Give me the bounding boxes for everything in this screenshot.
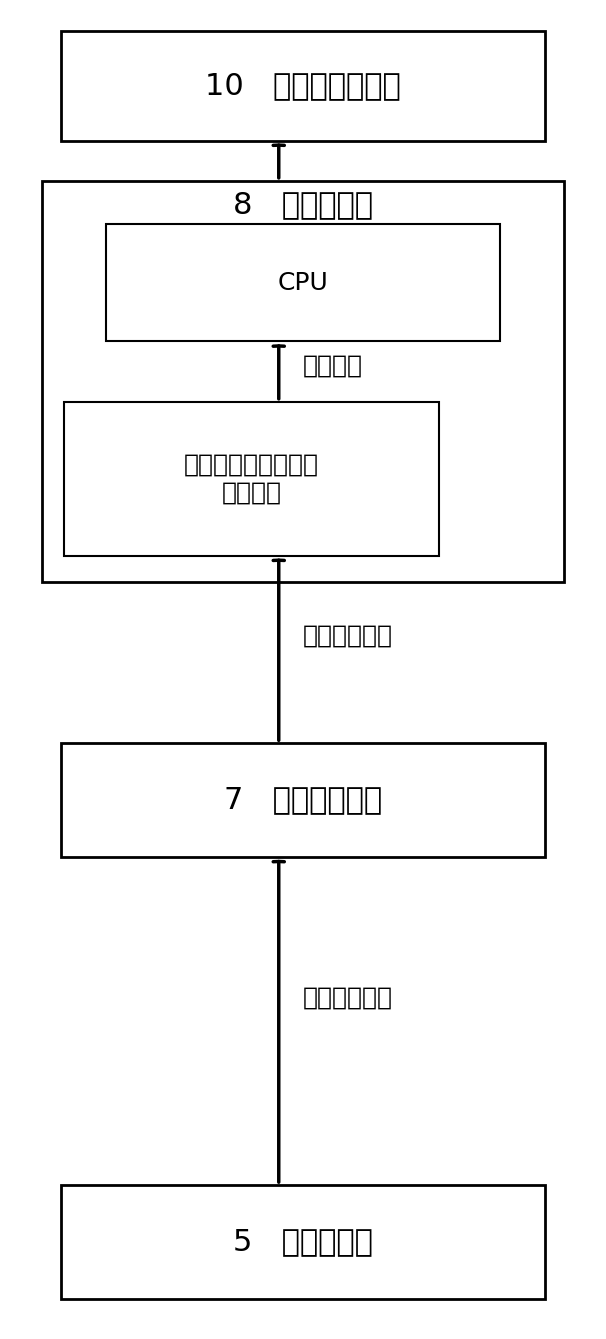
Text: 数字信号: 数字信号	[303, 353, 363, 378]
Text: 高采样频率、高精度
采集板卡: 高采样频率、高精度 采集板卡	[184, 453, 319, 505]
Bar	[61, 743, 545, 857]
Text: 8   加固计算机: 8 加固计算机	[233, 190, 373, 220]
Bar	[64, 402, 439, 556]
Text: 10   加固液晶显示屏: 10 加固液晶显示屏	[205, 71, 401, 100]
Text: 模拟电压信号: 模拟电压信号	[303, 624, 393, 648]
Bar	[106, 224, 500, 341]
Text: 5   传感器模块: 5 传感器模块	[233, 1228, 373, 1256]
Text: 7   信号调理单元: 7 信号调理单元	[224, 786, 382, 814]
Bar	[42, 181, 564, 582]
Text: 模拟电流信号: 模拟电流信号	[303, 986, 393, 1010]
Bar	[61, 1185, 545, 1299]
Text: CPU: CPU	[278, 270, 328, 295]
Bar	[61, 31, 545, 141]
